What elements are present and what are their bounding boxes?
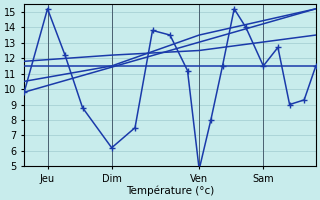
X-axis label: Température (°c): Température (°c) [126, 185, 214, 196]
